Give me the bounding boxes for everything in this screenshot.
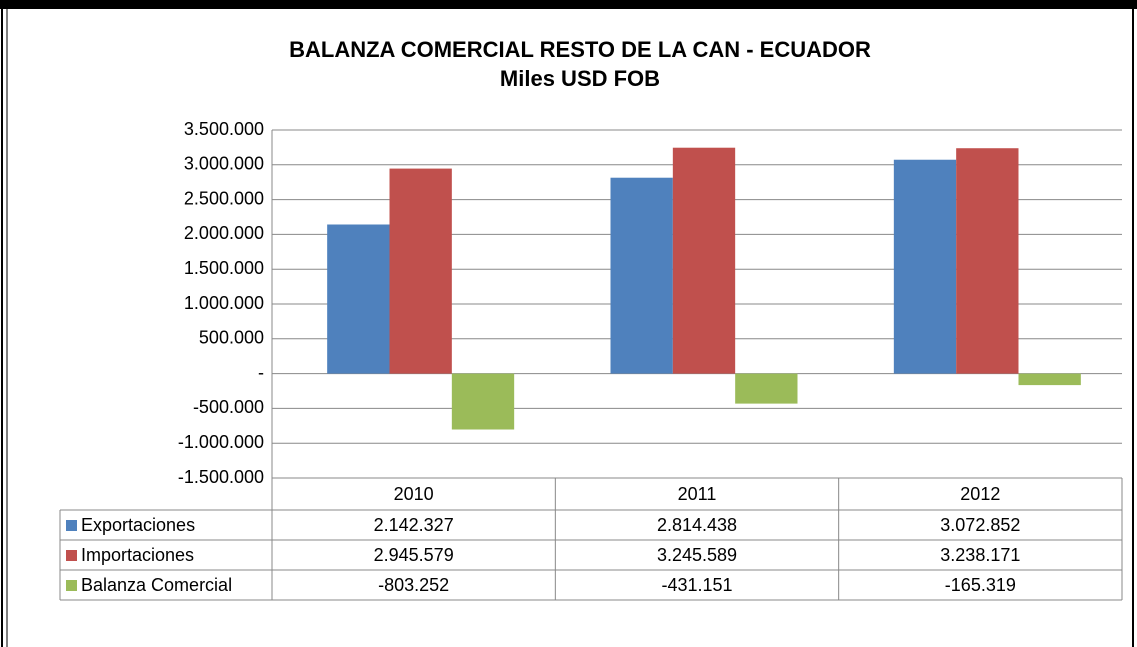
bar [1018,373,1081,386]
frame-top [0,0,1137,9]
legend-label: Importaciones [81,545,194,565]
x-tick-label: 2011 [678,484,717,504]
legend-label: Balanza Comercial [81,575,232,595]
legend-key [66,520,77,531]
table-value: 2.142.327 [374,515,454,535]
bar [610,177,673,374]
x-tick-label: 2012 [960,484,1000,504]
y-tick-label: 3.500.000 [184,119,264,139]
legend-key [66,550,77,561]
y-tick-label: -1.000.000 [178,432,264,452]
y-tick-label: 1.500.000 [184,258,264,278]
table-value: 2.814.438 [657,515,737,535]
y-tick-label: 1.000.000 [184,293,264,313]
bar [327,224,390,374]
table-value: 3.245.589 [657,545,737,565]
bar [389,168,452,374]
bar [451,373,515,430]
y-tick-label: 2.500.000 [184,188,264,208]
chart-title: BALANZA COMERCIAL RESTO DE LA CAN - ECUA… [289,37,871,62]
x-tick-label: 2010 [394,484,434,504]
y-tick-label: 500.000 [199,328,264,348]
bar [956,148,1019,374]
bar [893,159,957,374]
legend-label: Exportaciones [81,515,195,535]
table-value: -803.252 [378,575,449,595]
y-tick-label: 2.000.000 [184,223,264,243]
bar [672,147,736,374]
table-value: 3.238.171 [940,545,1020,565]
y-tick-label: -500.000 [193,397,264,417]
table-value: 3.072.852 [940,515,1020,535]
legend-key [66,580,77,591]
y-tick-label: - [258,362,264,382]
y-tick-label: 3.000.000 [184,154,264,174]
bar [735,373,798,404]
table-value: -165.319 [945,575,1016,595]
y-tick-label: -1.500.000 [178,467,264,487]
table-value: 2.945.579 [374,545,454,565]
chart-subtitle: Miles USD FOB [500,66,660,91]
table-value: -431.151 [661,575,732,595]
